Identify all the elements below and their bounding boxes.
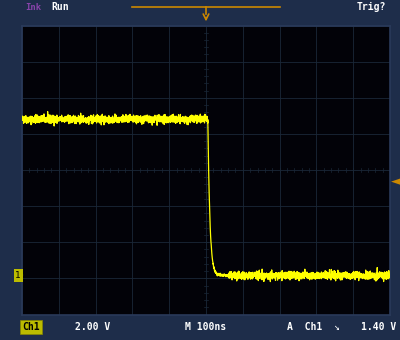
Text: Run: Run	[52, 2, 69, 12]
Text: 2.00 V: 2.00 V	[75, 322, 111, 332]
Text: Ink: Ink	[26, 3, 42, 12]
Text: A  Ch1: A Ch1	[287, 322, 322, 332]
Text: ◄: ◄	[391, 175, 400, 188]
Text: M 100ns: M 100ns	[186, 322, 226, 332]
Text: ↘: ↘	[333, 322, 339, 332]
Text: Ch1: Ch1	[22, 322, 40, 332]
Text: 1: 1	[15, 271, 21, 280]
Text: Trig?: Trig?	[357, 2, 386, 12]
Text: 1.40 V: 1.40 V	[360, 322, 396, 332]
